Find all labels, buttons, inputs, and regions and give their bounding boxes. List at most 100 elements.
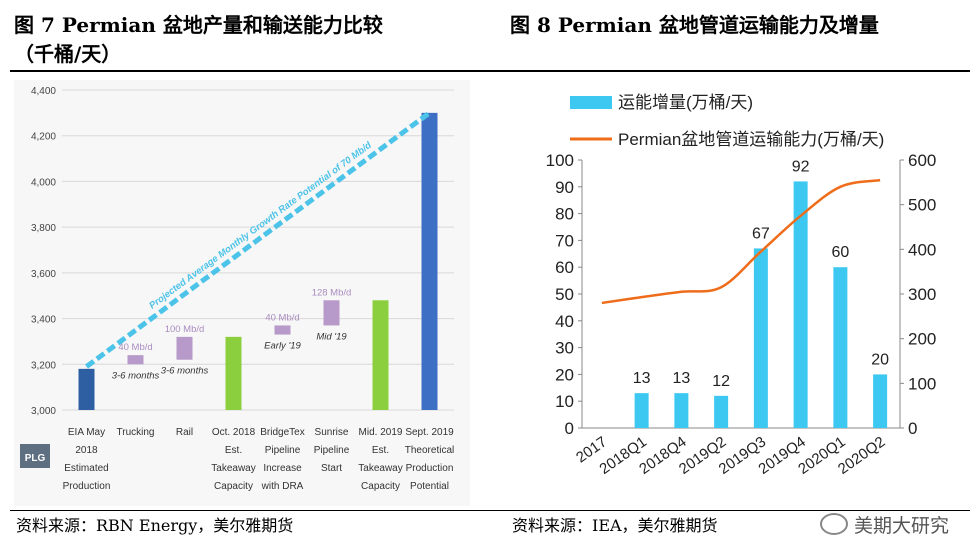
left-x-tick-label: Rail xyxy=(176,427,193,438)
left-x-tick-label: Capacity xyxy=(214,481,253,492)
right-left-tick-label: 10 xyxy=(555,392,574,411)
right-legend-bar-label: 运能增量(万桶/天) xyxy=(618,93,753,112)
left-x-tick-label: Est. xyxy=(372,445,389,456)
right-chart-title: 图 8 Permian 盆地管道运输能力及增量 xyxy=(510,13,879,37)
left-bar xyxy=(421,112,438,410)
left-source: 资料来源：RBN Energy，美尔雅期货 xyxy=(16,516,294,535)
right-left-tick-label: 100 xyxy=(546,151,574,170)
right-bar-label: 13 xyxy=(672,370,690,387)
right-left-tick-label: 0 xyxy=(565,419,574,438)
right-legend-line-label: Permian盆地管道运输能力(万桶/天) xyxy=(618,130,884,149)
left-annotation-label: 40 Mb/d xyxy=(118,342,152,353)
plg-logo-text: PLG xyxy=(25,453,46,464)
left-x-tick-label: 2018 xyxy=(75,445,98,456)
top-rule xyxy=(10,70,970,72)
left-chart-unit: （千桶/天） xyxy=(14,42,122,66)
left-annotation-sub: 3-6 months xyxy=(161,366,209,377)
right-source: 资料来源：IEA，美尔雅期货 xyxy=(512,516,718,535)
right-bar-label: 20 xyxy=(871,351,889,368)
left-annotation-sub: 3-6 months xyxy=(112,370,160,381)
plg-logo xyxy=(20,444,50,468)
left-annotation-label: 100 Mb/d xyxy=(165,324,205,335)
left-chart-background xyxy=(14,80,470,506)
left-chart-title: 图 7 Permian 盆地产量和输送能力比较 xyxy=(14,13,383,37)
left-bar xyxy=(323,300,340,326)
right-left-tick-label: 50 xyxy=(555,285,574,304)
left-y-tick-label: 3,600 xyxy=(31,269,56,280)
left-x-tick-label: EIA May xyxy=(68,427,105,438)
left-x-tick-label: Sept. 2019 xyxy=(405,427,454,438)
right-left-tick-label: 90 xyxy=(555,178,574,197)
left-x-tick-label: Takeaway xyxy=(211,463,255,474)
right-bar xyxy=(753,248,768,428)
watermark-text: 美期大研究 xyxy=(853,515,949,537)
right-bar xyxy=(833,267,848,428)
right-legend-bar-swatch xyxy=(570,96,612,109)
left-bar xyxy=(372,300,389,410)
left-x-tick-label: Increase xyxy=(263,463,302,474)
left-x-tick-label: Start xyxy=(321,463,342,474)
left-x-tick-label: Capacity xyxy=(361,481,400,492)
left-x-tick-label: Trucking xyxy=(117,427,155,438)
watermark: 美期大研究 xyxy=(819,511,949,538)
left-y-tick-label: 3,000 xyxy=(31,406,56,417)
left-x-tick-label: Production xyxy=(63,481,111,492)
left-x-tick-label: Takeaway xyxy=(358,463,402,474)
left-bar xyxy=(78,368,95,410)
right-right-tick-label: 0 xyxy=(908,419,917,438)
left-x-tick-label: Mid. 2019 xyxy=(359,427,403,438)
left-x-tick-label: Production xyxy=(406,463,454,474)
right-bar-label: 67 xyxy=(752,225,770,242)
left-x-tick-label: Potential xyxy=(410,481,449,492)
left-x-tick-label: Oct. 2018 xyxy=(212,427,256,438)
left-annotation-label: 128 Mb/d xyxy=(312,287,352,298)
left-bar xyxy=(225,336,242,410)
left-trend-line xyxy=(85,110,431,369)
left-x-tick-label: Sunrise xyxy=(315,427,349,438)
left-bar xyxy=(274,325,291,335)
right-bar xyxy=(714,395,729,428)
right-left-tick-label: 40 xyxy=(555,312,574,331)
right-right-tick-label: 100 xyxy=(908,374,936,393)
right-left-tick-label: 60 xyxy=(555,258,574,277)
right-bar xyxy=(634,393,649,428)
left-x-tick-label: Estimated xyxy=(64,463,108,474)
right-left-tick-label: 30 xyxy=(555,339,574,358)
right-bar xyxy=(873,374,888,428)
left-annotation-sub: Early '19 xyxy=(264,341,301,352)
left-x-tick-label: Pipeline xyxy=(314,445,350,456)
right-right-tick-label: 300 xyxy=(908,285,936,304)
right-bar-label: 13 xyxy=(633,370,651,387)
right-right-tick-label: 200 xyxy=(908,330,936,349)
right-bar-label: 92 xyxy=(792,158,810,175)
right-bar xyxy=(793,181,808,428)
right-chart: 0 10 20 30 40 50 60 70 80 90 100 0 100 200 300 400 500 60… xyxy=(546,93,937,478)
bottom-rule xyxy=(10,510,970,511)
right-left-tick-label: 20 xyxy=(555,365,574,384)
left-x-tick-label: BridgeTex xyxy=(260,427,304,438)
right-right-tick-label: 600 xyxy=(908,151,936,170)
left-x-tick-label: Est. xyxy=(225,445,242,456)
left-y-tick-label: 4,000 xyxy=(31,177,56,188)
left-y-tick-label: 3,200 xyxy=(31,360,56,371)
left-x-tick-label: Pipeline xyxy=(265,445,301,456)
left-bar xyxy=(127,355,144,365)
left-bar xyxy=(176,336,193,360)
left-y-tick-label: 4,400 xyxy=(31,86,56,97)
left-annotation-label: 40 Mb/d xyxy=(265,312,299,323)
right-right-tick-label: 500 xyxy=(908,196,936,215)
right-bar-label: 60 xyxy=(831,244,849,261)
left-annotation-sub: Mid '19 xyxy=(316,331,347,342)
left-chart: 3,000 3,200 3,400 3,600 3,800 4,000 4,200 4,400… xyxy=(14,80,470,506)
left-y-tick-label: 3,800 xyxy=(31,223,56,234)
right-bar xyxy=(674,393,689,428)
left-y-tick-label: 3,400 xyxy=(31,315,56,326)
right-left-tick-label: 80 xyxy=(555,205,574,224)
left-y-tick-label: 4,200 xyxy=(31,132,56,143)
right-left-tick-label: 70 xyxy=(555,231,574,250)
right-capacity-line xyxy=(601,178,881,305)
right-bar-label: 12 xyxy=(712,373,730,390)
left-x-tick-label: Theoretical xyxy=(405,445,454,456)
left-x-tick-label: with DRA xyxy=(261,481,304,492)
right-right-tick-label: 400 xyxy=(908,240,936,259)
